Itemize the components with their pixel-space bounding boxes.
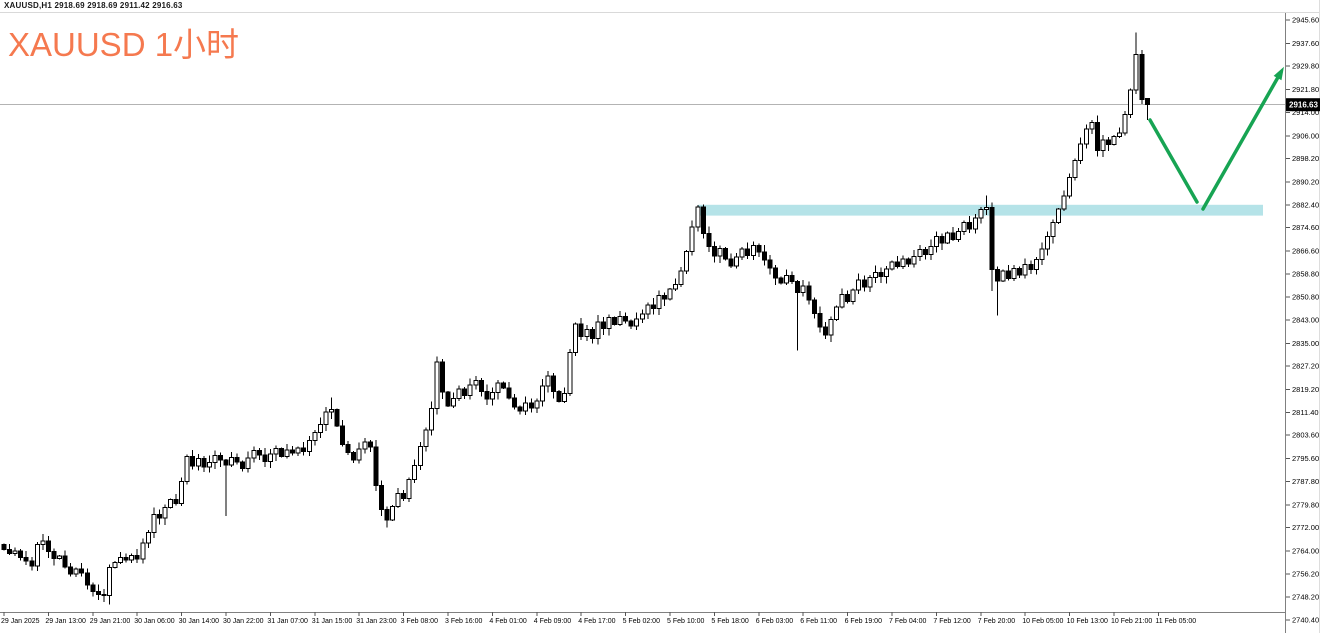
- time-tick-label: 10 Feb 13:00: [1067, 618, 1108, 625]
- bid-price-value: 2916.63: [1289, 101, 1318, 110]
- time-tick-label: 29 Jan 2025: [1, 618, 40, 625]
- price-tick-label: 2906.00: [1292, 131, 1319, 140]
- time-tick-label: 3 Feb 08:00: [401, 618, 438, 625]
- time-tick-label: 4 Feb 01:00: [489, 618, 526, 625]
- time-tick-label: 30 Jan 22:00: [223, 618, 264, 625]
- time-tick-label: 5 Feb 18:00: [711, 618, 748, 625]
- price-tick-label: 2835.00: [1292, 339, 1319, 348]
- price-tick-label: 2890.20: [1292, 177, 1319, 186]
- price-tick-label: 2898.20: [1292, 154, 1319, 163]
- time-tick-label: 4 Feb 09:00: [534, 618, 571, 625]
- price-tick-label: 2819.20: [1292, 385, 1319, 394]
- time-tick-label: 7 Feb 20:00: [978, 618, 1015, 625]
- time-axis[interactable]: 29 Jan 2025 29 Jan 13:00 29 Jan 21:00 30 Ja…: [1, 612, 1196, 625]
- price-tick-label: 2748.20: [1292, 593, 1319, 602]
- time-tick-label: 7 Feb 12:00: [933, 618, 970, 625]
- price-tick-label: 2811.40: [1292, 408, 1319, 417]
- price-axis[interactable]: 2945.60 2937.60 2929.80 2921.80 2914.00 2906.…: [1286, 16, 1319, 625]
- price-tick-label: 2764.00: [1292, 546, 1319, 555]
- price-tick-label: 2866.60: [1292, 246, 1319, 255]
- time-tick-label: 6 Feb 03:00: [756, 618, 793, 625]
- time-tick-label: 11 Feb 05:00: [1155, 618, 1196, 625]
- projection-arrow[interactable]: [1148, 66, 1284, 211]
- time-tick-label: 10 Feb 05:00: [1022, 618, 1063, 625]
- price-tick-label: 2756.20: [1292, 569, 1319, 578]
- price-tick-label: 2772.00: [1292, 523, 1319, 532]
- price-tick-label: 2795.60: [1292, 454, 1319, 463]
- price-tick-label: 2945.60: [1292, 16, 1319, 25]
- arrow-head-icon: [1273, 66, 1284, 81]
- price-tick-label: 2803.60: [1292, 431, 1319, 440]
- time-tick-label: 5 Feb 10:00: [667, 618, 704, 625]
- time-tick-label: 31 Jan 23:00: [356, 618, 397, 625]
- price-tick-label: 2929.80: [1292, 62, 1319, 71]
- time-tick-label: 6 Feb 11:00: [800, 618, 837, 625]
- time-tick-label: 30 Jan 06:00: [134, 618, 175, 625]
- price-tick-label: 2921.80: [1292, 85, 1319, 94]
- price-tick-label: 2914.00: [1292, 108, 1319, 117]
- price-tick-label: 2937.60: [1292, 39, 1319, 48]
- price-tick-label: 2827.20: [1292, 362, 1319, 371]
- time-tick-label: 29 Jan 21:00: [90, 618, 131, 625]
- time-tick-label: 5 Feb 02:00: [623, 618, 660, 625]
- time-tick-label: 31 Jan 07:00: [267, 618, 308, 625]
- time-tick-label: 10 Feb 21:00: [1111, 618, 1152, 625]
- time-tick-label: 3 Feb 16:00: [445, 618, 482, 625]
- price-tick-label: 2850.80: [1292, 293, 1319, 302]
- price-tick-label: 2843.00: [1292, 316, 1319, 325]
- time-tick-label: 6 Feb 19:00: [845, 618, 882, 625]
- time-tick-label: 29 Jan 13:00: [45, 618, 86, 625]
- price-tick-label: 2740.40: [1292, 616, 1319, 625]
- price-tick-label: 2874.60: [1292, 223, 1319, 232]
- chart-title-label: XAUUSD 1小时: [8, 26, 240, 63]
- price-tick-label: 2858.80: [1292, 269, 1319, 278]
- time-tick-label: 7 Feb 04:00: [889, 618, 926, 625]
- candlestick-series[interactable]: [1, 32, 1150, 605]
- ohlc-header: XAUUSD,H1 2918.69 2918.69 2911.42 2916.6…: [4, 1, 183, 10]
- time-tick-label: 30 Jan 14:00: [179, 618, 220, 625]
- price-tick-label: 2787.80: [1292, 477, 1319, 486]
- price-tick-label: 2882.40: [1292, 200, 1319, 209]
- price-tick-label: 2779.80: [1292, 500, 1319, 509]
- time-tick-label: 31 Jan 15:00: [312, 618, 353, 625]
- time-tick-label: 4 Feb 17:00: [578, 618, 615, 625]
- bid-price-tag: 2916.63: [1286, 98, 1320, 112]
